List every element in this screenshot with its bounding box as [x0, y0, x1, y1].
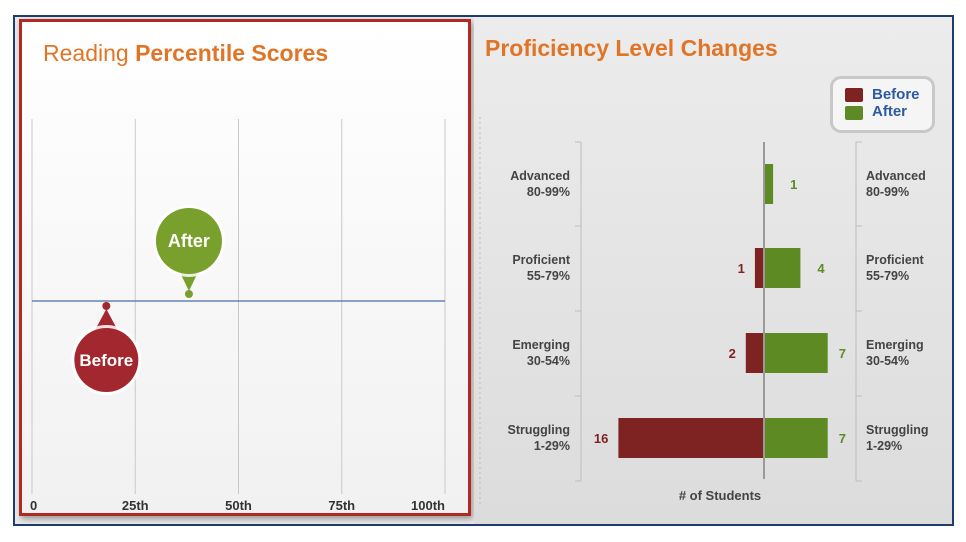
category-range-right: 80-99% [866, 185, 909, 199]
category-label-right: Advanced [866, 169, 926, 183]
category-label-right: Struggling [866, 423, 929, 437]
after-value-label: 7 [839, 346, 846, 361]
before-bubble [74, 328, 139, 392]
proficiency-chart: Advanced 80-99% Advanced 80-99% 1 Proficient 5… [479, 117, 929, 507]
category-label-left: Advanced [510, 169, 570, 183]
x-tick-label: 50th [225, 498, 252, 513]
before-marker-label: Before [79, 351, 133, 370]
after-marker-label: After [168, 231, 210, 251]
after-bar [764, 164, 774, 204]
x-axis-title: # of Students [679, 488, 761, 503]
after-value-label: 7 [839, 431, 846, 446]
before-bar [754, 248, 764, 288]
legend-swatch-before [845, 88, 863, 102]
proficiency-title: Proficiency Level Changes [485, 35, 778, 61]
after-point [184, 290, 193, 298]
category-range-right: 55-79% [866, 269, 909, 283]
after-value-label: 4 [817, 261, 825, 276]
legend-label-before: Before [872, 86, 920, 103]
before-value-label: 16 [594, 431, 608, 446]
legend-swatch-after [845, 106, 863, 120]
category-range-left: 1-29% [534, 439, 570, 453]
after-bar [764, 333, 828, 373]
percentile-title-prefix: Reading [43, 40, 129, 66]
before-point [102, 302, 111, 310]
category-label-right: Proficient [866, 253, 924, 267]
after-bar [764, 418, 828, 458]
percentile-panel: Reading Percentile Scores 0 25th 50th 75th 1… [19, 19, 471, 516]
category-label-left: Struggling [508, 423, 571, 437]
proficiency-panel: Proficiency Level Changes Before After A… [474, 17, 952, 524]
before-bar [618, 418, 764, 458]
percentile-title-bold: Percentile Scores [135, 40, 329, 66]
before-bar [745, 333, 764, 373]
category-range-right: 30-54% [866, 354, 909, 368]
category-range-right: 1-29% [866, 439, 902, 453]
before-value-label: 2 [729, 346, 736, 361]
before-value-label: 1 [738, 261, 745, 276]
category-range-left: 55-79% [527, 269, 570, 283]
category-label-left: Proficient [512, 253, 570, 267]
percentile-chart: 0 25th 50th 75th 100th Before After [30, 119, 446, 513]
after-value-label: 1 [790, 177, 797, 192]
x-tick-label: 25th [122, 498, 149, 513]
legend-label-after: After [872, 103, 908, 120]
category-range-left: 80-99% [527, 185, 570, 199]
category-label-left: Emerging [512, 338, 570, 352]
x-tick-label: 75th [328, 498, 355, 513]
percentile-title: Reading Percentile Scores [43, 40, 328, 67]
category-label-right: Emerging [866, 338, 924, 352]
x-tick-label: 100th [411, 498, 445, 513]
x-tick-label: 0 [30, 498, 37, 513]
category-range-left: 30-54% [527, 354, 570, 368]
chart-legend: Before After [830, 76, 935, 133]
after-bubble [155, 208, 222, 274]
after-bar [764, 248, 801, 288]
